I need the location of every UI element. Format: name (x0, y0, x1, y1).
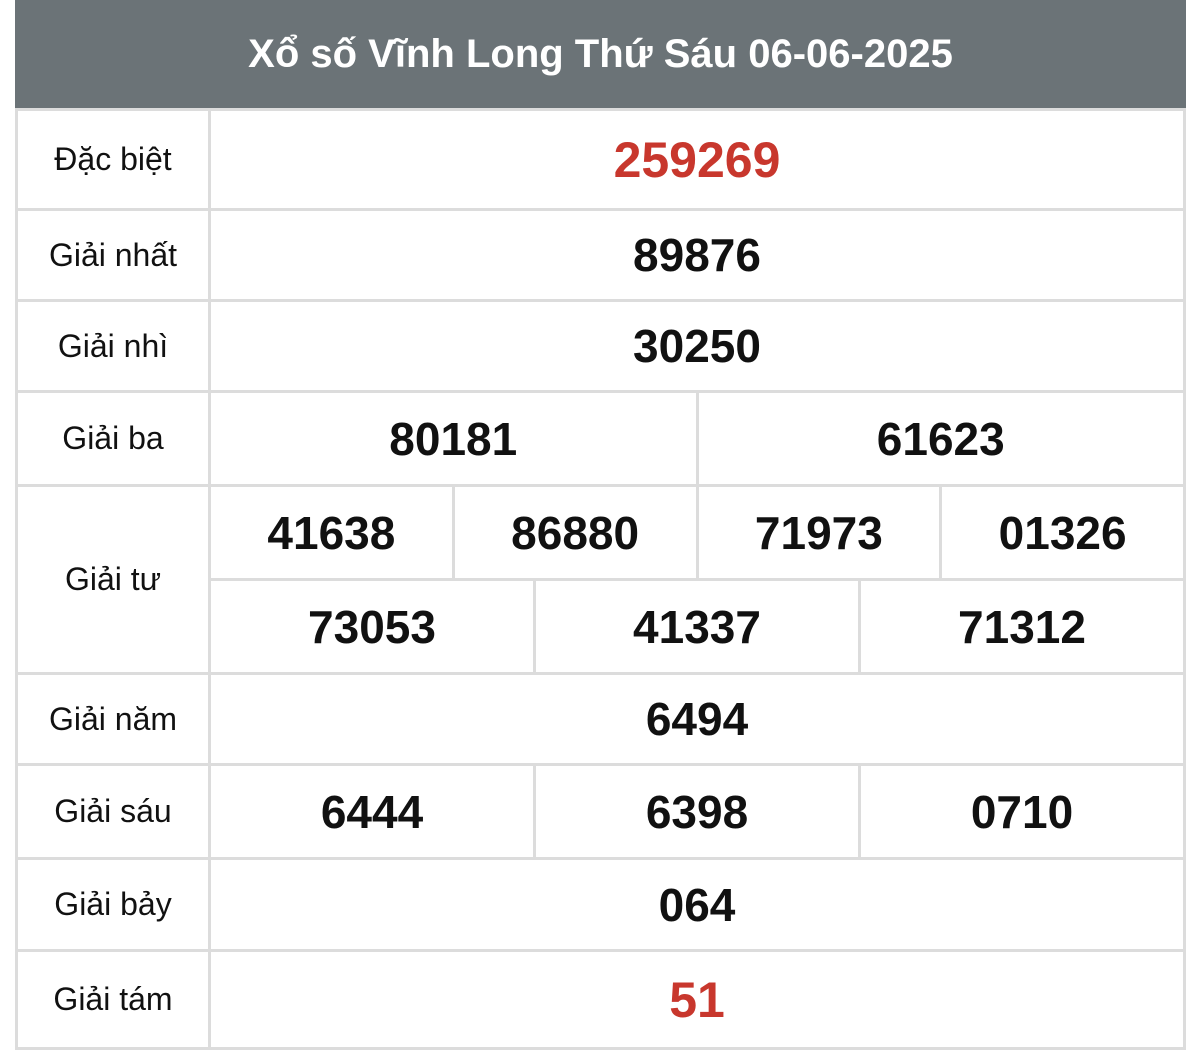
eighth-prize-number: 51 (208, 949, 1186, 1050)
prize-number: 6398 (533, 766, 858, 857)
row-giai-nam: Giải năm 6494 (15, 672, 1186, 766)
prize-number: 73053 (308, 600, 436, 653)
prize-number: 86880 (451, 487, 696, 578)
prize-label: Giải nhất (15, 208, 211, 302)
prize-label: Giải nhì (15, 299, 211, 393)
prize-label: Đặc biệt (15, 108, 211, 211)
prize-number: 61623 (695, 393, 1184, 484)
prize-number: 30250 (208, 299, 1186, 393)
row-giai-nhat: Giải nhất 89876 (15, 208, 1186, 302)
prize-number: 71973 (695, 487, 940, 578)
prize-label: Giải tám (15, 949, 211, 1050)
prize-number: 41638 (267, 506, 396, 559)
row-giai-ba: Giải ba 80181 61623 (15, 390, 1186, 487)
prize-number: 71312 (858, 581, 1183, 672)
lottery-results: Xổ số Vĩnh Long Thứ Sáu 06-06-2025 Đặc b… (15, 0, 1186, 1050)
prize-number: 01326 (939, 487, 1183, 578)
prize-label: Giải năm (15, 672, 211, 766)
prize-number: 064 (208, 857, 1186, 952)
prize-number: 0710 (858, 766, 1183, 857)
row-giai-tu-2: 73053 41337 71312 (17, 578, 1186, 675)
row-giai-sau: Giải sáu 6444 6398 0710 (15, 763, 1186, 860)
prize-label: Giải sáu (15, 763, 211, 860)
row-giai-tam: Giải tám 51 (15, 949, 1186, 1050)
results-table: Đặc biệt 259269 Giải nhất 89876 Giải nhì… (15, 108, 1186, 1050)
prize-number: 6444 (320, 785, 424, 838)
prize-number: 89876 (208, 208, 1186, 302)
prize-label: Giải tư (15, 484, 211, 675)
row-giai-bay: Giải bảy 064 (15, 857, 1186, 952)
row-giai-tu: Giải tư 41638 86880 71973 01326 (15, 484, 1186, 675)
prize-number: 6494 (208, 672, 1186, 766)
prize-number: 80181 (389, 412, 518, 465)
prize-number: 41337 (533, 581, 858, 672)
prize-label: Giải bảy (15, 857, 211, 952)
row-dac-biet: Đặc biệt 259269 (15, 108, 1186, 211)
page-title: Xổ số Vĩnh Long Thứ Sáu 06-06-2025 (15, 0, 1186, 108)
row-giai-nhi: Giải nhì 30250 (15, 299, 1186, 393)
special-prize-number: 259269 (208, 108, 1186, 211)
prize-label: Giải ba (15, 390, 211, 487)
